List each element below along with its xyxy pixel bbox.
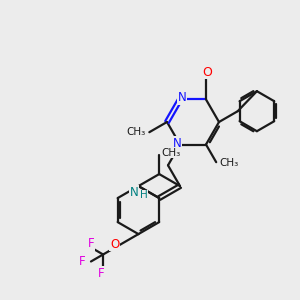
Text: N: N xyxy=(130,186,139,199)
Text: O: O xyxy=(202,66,212,79)
Text: F: F xyxy=(79,255,85,268)
Text: CH₃: CH₃ xyxy=(220,158,239,168)
Text: O: O xyxy=(110,238,119,250)
Text: H: H xyxy=(140,190,147,200)
Text: N: N xyxy=(172,137,182,150)
Text: CH₃: CH₃ xyxy=(127,127,146,137)
Text: N: N xyxy=(178,91,186,104)
Text: F: F xyxy=(98,267,104,280)
Text: F: F xyxy=(88,237,94,250)
Text: CH₃: CH₃ xyxy=(162,148,181,158)
